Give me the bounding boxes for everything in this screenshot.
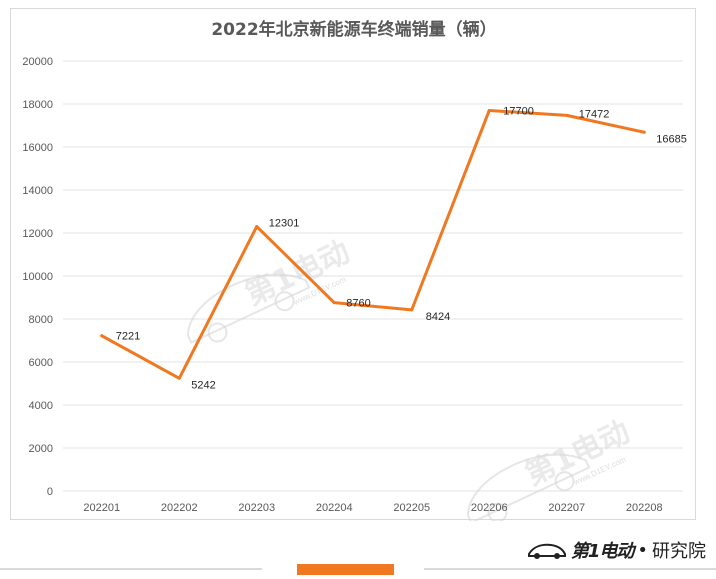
data-point (332, 301, 336, 305)
brand-dot: • (637, 539, 648, 561)
y-tick-label: 0 (47, 486, 53, 498)
data-point (177, 376, 181, 380)
watermark: 第1电动 www.D1EV.com 第1电动 www.D1EV.com (186, 234, 635, 521)
y-tick-label: 8000 (29, 314, 53, 326)
x-tick-label: 202205 (393, 502, 430, 514)
y-tick-label: 10000 (22, 271, 53, 283)
data-point (487, 108, 491, 112)
x-tick-label: 202201 (83, 502, 120, 514)
footer-divider-right (424, 568, 716, 570)
y-tick-label: 16000 (22, 142, 53, 154)
y-axis-ticks: 0 2000 4000 6000 8000 10000 12000 14000 16000 180… (22, 56, 53, 498)
data-label: 8760 (346, 298, 370, 310)
data-label: 8424 (426, 311, 450, 323)
brand-logo: 第1电动 • 研究院 (527, 538, 706, 562)
series-line (100, 108, 646, 380)
brand-logo-text: 第1电动 (570, 541, 635, 562)
car-logo-icon (527, 543, 566, 559)
data-point (565, 113, 569, 117)
x-tick-label: 202206 (471, 502, 508, 514)
x-tick-label: 202207 (548, 502, 585, 514)
data-point (642, 130, 646, 134)
chart-title: 2022年北京新能源车终端销量（辆） (211, 19, 496, 40)
data-label: 5242 (191, 379, 215, 391)
chart-frame: 2022年北京新能源车终端销量（辆） 第1电动 www.D1EV.com 第1电… (10, 8, 696, 521)
data-label: 7221 (116, 331, 140, 343)
y-tick-label: 14000 (22, 185, 53, 197)
data-point (410, 308, 414, 312)
data-label: 16685 (656, 133, 687, 145)
y-tick-label: 4000 (29, 400, 53, 412)
footer-accent-bar (297, 564, 394, 575)
y-tick-label: 2000 (29, 443, 53, 455)
y-tick-label: 12000 (22, 228, 53, 240)
data-label: 17472 (579, 108, 610, 120)
gridlines (63, 60, 683, 492)
data-point (255, 225, 259, 229)
footer-divider-left (0, 568, 262, 570)
data-point (100, 334, 104, 338)
y-tick-label: 20000 (22, 56, 53, 68)
data-label: 17700 (503, 105, 534, 117)
x-tick-label: 202202 (161, 502, 198, 514)
x-tick-label: 202204 (316, 502, 353, 514)
x-tick-label: 202203 (238, 502, 275, 514)
series-layer (100, 108, 646, 380)
data-labels: 7221 5242 12301 8760 8424 17700 17472 16685 (116, 105, 687, 391)
y-tick-label: 6000 (29, 357, 53, 369)
line-chart: 2022年北京新能源车终端销量（辆） 第1电动 www.D1EV.com 第1电… (22, 19, 687, 521)
y-tick-label: 18000 (22, 99, 53, 111)
x-axis-ticks: 202201 202202 202203 202204 202205 202206 2022… (83, 502, 662, 514)
x-tick-label: 202208 (626, 502, 663, 514)
data-label: 12301 (269, 218, 300, 230)
brand-suffix: 研究院 (652, 541, 706, 562)
